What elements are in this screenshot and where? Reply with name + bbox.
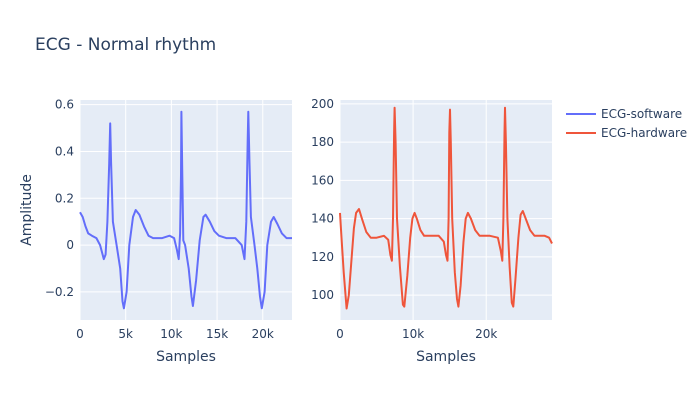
y-tick-label: 0.2 [55, 191, 74, 205]
chart-title: ECG - Normal rhythm [35, 35, 216, 55]
legend: ECG-software ECG-hardware [566, 107, 687, 140]
grid-left [79, 100, 292, 320]
x-axis-title-left: Samples [156, 349, 216, 365]
series-line-ecg-hardware [339, 106, 553, 310]
legend-item-software[interactable]: ECG-software [566, 107, 682, 121]
y-tick-label: 0 [66, 238, 74, 252]
x-tick-label: 10k [160, 327, 182, 341]
series-software-group [79, 110, 292, 310]
legend-item-hardware[interactable]: ECG-hardware [566, 126, 687, 140]
y-tick-label: 120 [311, 250, 334, 264]
x-axis-title-right: Samples [416, 349, 476, 365]
y-tick-label: 180 [311, 135, 334, 149]
plot-area-left [80, 100, 292, 320]
x-ticks-left: 0 5k 10k 15k 20k [76, 327, 274, 341]
y-ticks-left: −0.2 0 0.2 0.4 0.6 [45, 98, 74, 299]
y-tick-label: 0.6 [55, 98, 74, 112]
y-tick-label: 140 [311, 212, 334, 226]
series-line-ecg-software [79, 110, 292, 310]
plot-software: 0 5k 10k 15k 20k −0.2 0 0.2 0.4 0.6 Samples Ampl… [19, 98, 292, 365]
x-tick-label: 15k [206, 327, 228, 341]
y-tick-label: 100 [311, 288, 334, 302]
legend-label-software: ECG-software [601, 107, 682, 121]
legend-label-hardware: ECG-hardware [601, 126, 687, 140]
x-ticks-right: 0 10k 20k [336, 327, 497, 341]
grid-right [339, 100, 552, 320]
y-tick-label: 0.4 [55, 144, 74, 158]
x-tick-label: 10k [402, 327, 424, 341]
x-tick-label: 20k [475, 327, 497, 341]
y-axis-title-left: Amplitude [19, 174, 35, 246]
plot-hardware: 0 10k 20k 100 120 140 160 180 200 Samples [311, 97, 553, 365]
y-ticks-right: 100 120 140 160 180 200 [311, 97, 334, 302]
x-tick-label: 0 [336, 327, 344, 341]
x-tick-label: 20k [252, 327, 274, 341]
y-tick-label: −0.2 [45, 285, 74, 299]
series-hardware-group [339, 106, 553, 310]
y-tick-label: 200 [311, 97, 334, 111]
plot-area-right [340, 100, 552, 320]
x-tick-label: 0 [76, 327, 84, 341]
x-tick-label: 5k [118, 327, 133, 341]
y-tick-label: 160 [311, 173, 334, 187]
